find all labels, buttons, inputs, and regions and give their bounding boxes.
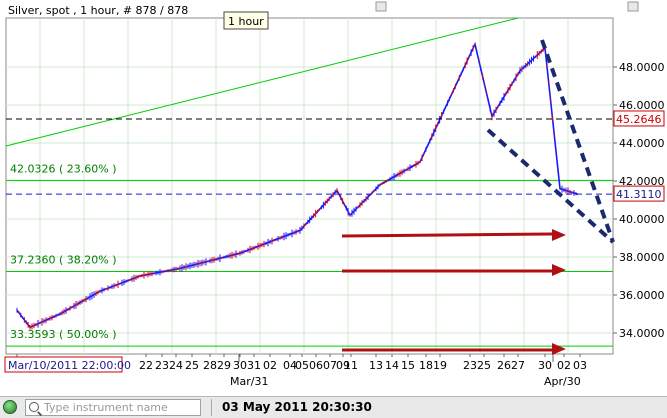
x-tick-label: 31 — [247, 359, 261, 372]
y-tick-label: 44.0000 — [619, 137, 665, 150]
y-tick-label: 42.0000 — [619, 175, 665, 188]
grid — [6, 18, 613, 354]
x-tick-label: 30 — [233, 359, 247, 372]
x-month-label: Apr/30 — [544, 375, 581, 388]
x-tick-label: 02 — [557, 359, 571, 372]
fibonacci-level-label: 42.0326 ( 23.60% ) — [10, 162, 117, 175]
x-tick-label: 05 — [295, 359, 309, 372]
x-tick-label: 07 — [323, 359, 337, 372]
trend-line[interactable] — [5, 17, 519, 147]
x-tick-label: 28 — [203, 359, 217, 372]
x-tick-label: 14 — [385, 359, 399, 372]
x-tick-label: 15 — [401, 359, 415, 372]
price-chart[interactable]: 42.0326 ( 23.60% ) 37.2360 ( 38.20% ) 33.3… — [0, 0, 667, 396]
y-tick-label: 36.0000 — [619, 289, 665, 302]
plot-frame — [5, 17, 614, 355]
y-tick-label: 38.0000 — [619, 251, 665, 264]
y-tick-label: 40.0000 — [619, 213, 665, 226]
x-tick-label: 18 — [419, 359, 433, 372]
x-tick-label: 30 — [538, 359, 552, 372]
x-month-label: Mar/31 — [230, 375, 268, 388]
y-tick-label: 34.0000 — [619, 327, 665, 340]
x-tick-label: 03 — [573, 359, 587, 372]
target-arrow-head — [552, 229, 566, 241]
connection-status-icon — [3, 400, 17, 414]
overlays — [6, 39, 615, 355]
restore-icon[interactable] — [375, 1, 387, 12]
wedge-lower-line[interactable] — [486, 128, 615, 244]
x-tick-label: 29 — [217, 359, 231, 372]
x-tick-label: 27 — [511, 359, 525, 372]
target-arrow-shaft — [341, 232, 553, 238]
x-tick-label: 23 — [155, 359, 169, 372]
close-icon[interactable] — [627, 1, 639, 12]
upper-price-box — [613, 110, 665, 127]
y-axis: 48.0000 46.0000 44.0000 42.0000 40.0000 38.00… — [613, 61, 665, 340]
period-badge: 1 hour — [228, 15, 264, 28]
cursor-date-box — [4, 356, 123, 373]
last-price-box — [613, 185, 665, 202]
upper-price-label: 45.2646 — [616, 113, 662, 126]
last-price-label: 41.3110 — [616, 188, 662, 201]
x-tick-label: 25 — [477, 359, 491, 372]
x-tick-label: 06 — [309, 359, 323, 372]
search-icon — [29, 402, 39, 412]
x-tick-label: 22 — [139, 359, 153, 372]
wedge-upper-line[interactable] — [540, 39, 615, 243]
x-tick-label: 23 — [463, 359, 477, 372]
instrument-search-input[interactable]: Type instrument name — [25, 399, 201, 416]
x-tick-label: 25 — [185, 359, 199, 372]
target-arrow-head — [552, 264, 566, 276]
fibonacci-level-label: 37.2360 ( 38.20% ) — [10, 254, 117, 267]
uptrend-line[interactable] — [5, 17, 519, 147]
y-tick-label: 46.0000 — [619, 99, 665, 112]
y-tick-label: 48.0000 — [619, 61, 665, 74]
x-tick-label: 13 — [369, 359, 383, 372]
chart-title: Silver, spot , 1 hour, # 878 / 878 — [8, 4, 188, 17]
status-bar: Type instrument name 03 May 2011 20:30:3… — [0, 396, 667, 418]
x-tick-label: 02 — [263, 359, 277, 372]
x-tick-label: 26 — [497, 359, 511, 372]
chart-area[interactable]: 42.0326 ( 23.60% ) 37.2360 ( 38.20% ) 33.3… — [0, 0, 667, 396]
status-separator — [211, 399, 212, 416]
target-arrow-head — [552, 343, 566, 355]
x-tick-label: 09 — [336, 359, 350, 372]
period-badge-box — [223, 11, 269, 30]
search-placeholder: Type instrument name — [44, 401, 168, 414]
server-timestamp: 03 May 2011 20:30:30 — [222, 400, 372, 414]
fibonacci-level-label: 33.3593 ( 50.00% ) — [10, 328, 117, 341]
x-tick-label: 04 — [283, 359, 297, 372]
x-tick-label: 11 — [344, 359, 358, 372]
cursor-date: Mar/10/2011 22:00:00 — [8, 359, 131, 372]
x-tick-label: 19 — [433, 359, 447, 372]
x-tick-label: 24 — [169, 359, 183, 372]
price-series — [16, 41, 579, 330]
